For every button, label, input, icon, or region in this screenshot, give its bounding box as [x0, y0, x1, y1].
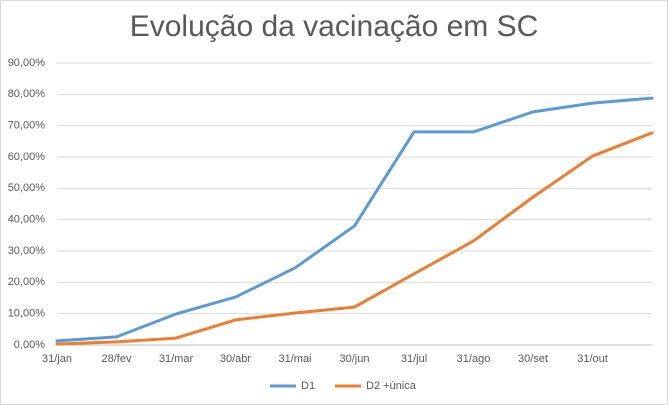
y-tick-label: 50,00%	[8, 182, 46, 194]
y-tick-label: 30,00%	[8, 245, 46, 257]
x-tick-label: 30/jun	[340, 353, 370, 365]
series-line	[55, 96, 654, 343]
y-tick-label: 70,00%	[8, 120, 46, 132]
x-tick-label: 31/jul	[401, 353, 427, 365]
x-tick-label: 31/jan	[42, 353, 72, 365]
x-tick-label: 31/mai	[278, 353, 311, 365]
x-tick-label: 30/abr	[220, 353, 252, 365]
legend-label: D1	[301, 380, 315, 392]
x-tick-label: 31/mar	[159, 353, 194, 365]
series-line	[55, 131, 654, 346]
y-tick-label: 60,00%	[8, 151, 46, 163]
x-tick-label: 31/ago	[457, 353, 491, 365]
x-tick-label: 30/set	[518, 353, 548, 365]
x-tick-label: 28/fev	[102, 353, 132, 365]
y-tick-label: 80,00%	[8, 88, 46, 100]
legend-label: D2 +única	[366, 380, 417, 392]
chart-title: Evolução da vacinação em SC	[130, 10, 539, 43]
y-tick-label: 40,00%	[8, 214, 46, 226]
y-tick-label: 90,00%	[8, 57, 46, 69]
y-tick-label: 20,00%	[8, 276, 46, 288]
y-tick-label: 10,00%	[8, 308, 46, 320]
y-tick-label: 0,00%	[14, 339, 45, 351]
x-tick-label: 31/out	[577, 353, 608, 365]
